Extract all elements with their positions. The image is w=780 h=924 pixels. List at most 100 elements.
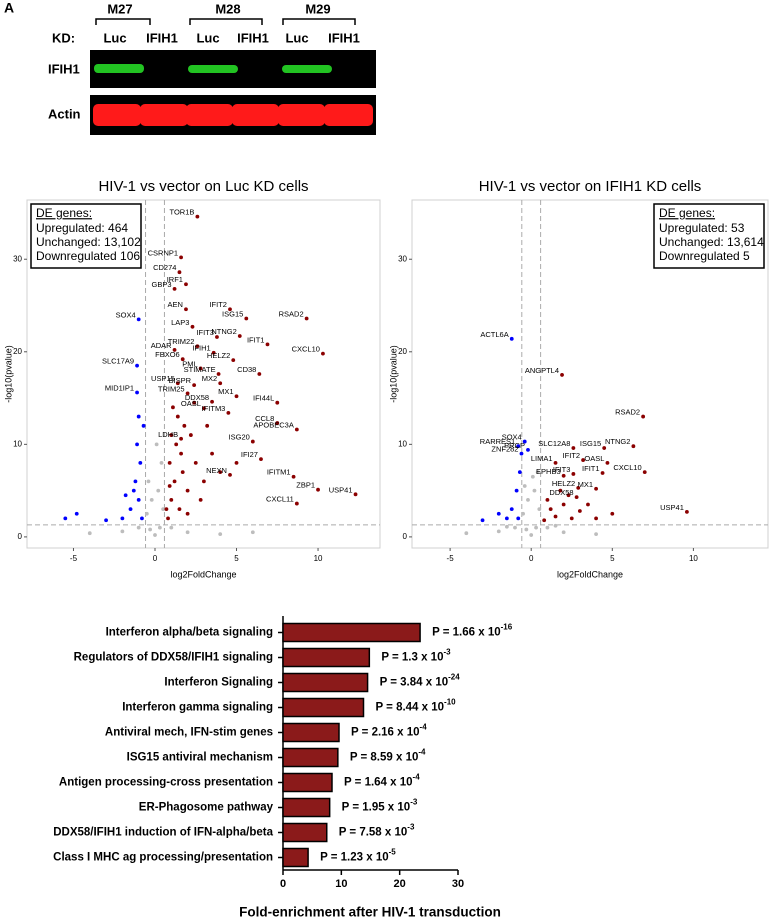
data-point: [175, 414, 180, 419]
gene-label: ISG20: [229, 433, 250, 442]
p-value-exponent: -3: [407, 823, 415, 832]
p-value-text: P = 1.23 x 10: [320, 852, 389, 864]
gene-label: USP15: [151, 374, 175, 383]
category-label: Antiviral mech, IFN-stim genes: [105, 727, 273, 739]
gene-label: GBP3: [152, 280, 172, 289]
data-point: [542, 518, 547, 523]
gene-label: RARRES1: [480, 437, 515, 446]
lane-label: Luc: [103, 30, 126, 45]
p-value-exponent: -3: [443, 648, 451, 657]
data-point: [496, 529, 501, 534]
data-point: [545, 525, 550, 530]
data-point: [504, 516, 509, 521]
gene-label: HELZ2: [552, 479, 575, 488]
data-point: [685, 510, 689, 514]
data-point: [516, 444, 521, 449]
p-value-text: P = 2.16 x 10: [351, 727, 420, 739]
lane-label: Luc: [285, 30, 308, 45]
gene-label: LDHB: [158, 430, 178, 439]
y-tick-label: 20: [13, 347, 22, 356]
data-point: [519, 451, 524, 456]
data-point: [532, 488, 537, 493]
data-point: [257, 372, 262, 376]
group-label: M27: [107, 1, 132, 16]
gene-label: ACTL6A: [480, 330, 508, 339]
data-point: [641, 414, 646, 419]
data-point: [184, 282, 188, 287]
gene-label: MX1: [218, 387, 233, 396]
gene-label: RSAD2: [279, 309, 304, 318]
data-point: [215, 335, 219, 339]
lane-label: IFIH1: [328, 30, 360, 45]
data-point: [104, 518, 108, 523]
data-point: [193, 460, 198, 465]
x-tick-label: 0: [529, 554, 534, 563]
p-value-exponent: -4: [418, 748, 426, 757]
x-tick-label: 10: [335, 878, 347, 890]
gene-label: OASL: [584, 454, 604, 463]
data-point: [87, 531, 92, 536]
gene-label: ZNF282: [491, 445, 518, 454]
gene-label: SOX4: [116, 310, 136, 319]
kd-label: KD:: [52, 30, 75, 45]
legend-entry: Upregulated: 464: [36, 221, 128, 235]
band: [188, 65, 238, 73]
band: [282, 65, 332, 73]
y-tick-label: 0: [18, 532, 23, 541]
data-point: [602, 446, 607, 450]
gene-label: ANGPTL4: [525, 366, 559, 375]
data-point: [175, 381, 180, 386]
p-value-text: P = 3.84 x 10: [380, 677, 449, 689]
band: [140, 104, 188, 126]
category-label: Regulators of DDX58/IFIH1 signaling: [74, 652, 273, 664]
gene-label: ZBP1: [296, 481, 315, 490]
data-point: [561, 530, 566, 535]
data-point: [558, 488, 563, 493]
p-value-text: P = 1.95 x 10: [342, 802, 411, 814]
data-point: [526, 447, 530, 452]
data-point: [631, 444, 636, 449]
gene-label: CD274: [153, 263, 176, 272]
row-label: Actin: [48, 106, 81, 121]
data-point: [504, 524, 509, 529]
x-tick-label: -5: [447, 554, 455, 563]
y-tick-label: 10: [398, 439, 407, 448]
data-point: [74, 511, 79, 516]
legend-entry: Upregulated: 53: [659, 221, 745, 235]
gene-label: CXCL11: [266, 495, 294, 504]
gene-label: CD38: [237, 365, 256, 374]
y-tick-label: 10: [13, 439, 22, 448]
data-point: [244, 316, 249, 321]
gene-label: NTNG2: [605, 437, 630, 446]
data-point: [275, 421, 280, 425]
data-point: [63, 516, 68, 521]
data-point: [179, 451, 183, 456]
data-point: [172, 479, 177, 484]
data-point: [250, 530, 255, 535]
gene-label: CXCL10: [613, 463, 641, 472]
gene-label: IFIT2: [209, 300, 227, 309]
gene-label: NEXN: [206, 466, 227, 475]
p-value-exponent: -4: [413, 773, 421, 782]
data-point: [128, 507, 133, 512]
p-value-label: P = 8.44 x 10-10: [376, 698, 457, 714]
band: [232, 104, 279, 126]
data-point: [179, 436, 183, 441]
data-point: [517, 470, 522, 475]
gene-label: IFITM1: [267, 468, 291, 477]
data-point: [234, 460, 239, 465]
category-label: Antigen processing-cross presentation: [59, 777, 273, 789]
data-point: [192, 400, 197, 405]
band: [278, 104, 325, 126]
gene-label: IFIH1: [192, 344, 210, 353]
category-label: Class I MHC ag processing/presentation: [53, 852, 273, 864]
legend-entry: Downregulated 5: [659, 249, 750, 263]
gene-label: IFIT2: [563, 451, 581, 460]
gene-label: LAP3: [171, 318, 189, 327]
data-point: [205, 423, 210, 428]
data-point: [185, 511, 190, 516]
p-value-label: P = 3.84 x 10-24: [380, 673, 461, 689]
data-point: [169, 497, 174, 502]
gene-label: NTNG2: [211, 327, 236, 336]
gene-label: FBXO6: [155, 350, 180, 359]
